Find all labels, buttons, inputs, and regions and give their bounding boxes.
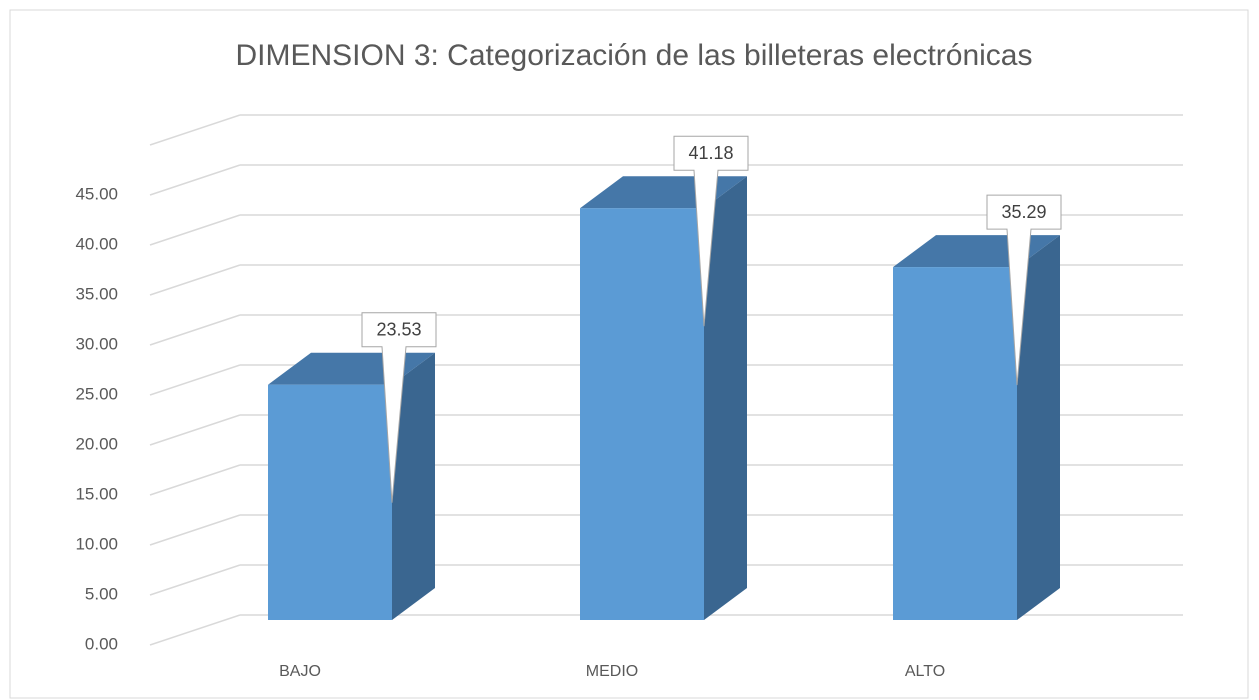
grid-line: [149, 364, 241, 396]
bar: [580, 208, 704, 620]
bar-side: [392, 352, 435, 620]
y-tick-label: 10.00: [75, 534, 118, 553]
y-tick-label: 20.00: [75, 434, 118, 453]
x-tick-label: BAJO: [279, 663, 321, 680]
y-tick-label: 5.00: [85, 584, 118, 603]
bar: [893, 267, 1017, 620]
x-tick-label: MEDIO: [586, 663, 638, 680]
y-tick-label: 35.00: [75, 284, 118, 303]
grid-line: [149, 314, 241, 346]
data-label-callout: [673, 135, 749, 327]
grid-line: [149, 514, 241, 546]
grid-line: [149, 164, 241, 196]
data-label: 35.29: [1001, 202, 1046, 222]
bar-side: [1017, 235, 1060, 620]
y-tick-label: 30.00: [75, 334, 118, 353]
bar: [268, 384, 392, 620]
data-label-callout: [986, 194, 1062, 386]
y-tick-label: 15.00: [75, 484, 118, 503]
data-label: 23.53: [376, 319, 421, 339]
chart-title: DIMENSION 3: Categorización de las bille…: [235, 39, 1032, 72]
y-tick-label: 0.00: [85, 634, 118, 653]
bar-side: [704, 176, 747, 620]
grid-line: [149, 264, 241, 296]
data-label-callout: [361, 312, 437, 503]
grid-line: [149, 614, 241, 646]
y-tick-label: 40.00: [75, 234, 118, 253]
y-tick-label: 45.00: [75, 184, 118, 203]
grid-line: [149, 114, 241, 146]
data-label: 41.18: [688, 143, 733, 163]
grid-line: [149, 564, 241, 596]
y-tick-label: 25.00: [75, 384, 118, 403]
grid-line: [149, 214, 241, 246]
grid-line: [149, 414, 241, 446]
grid-line: [149, 464, 241, 496]
x-tick-label: ALTO: [905, 663, 945, 680]
